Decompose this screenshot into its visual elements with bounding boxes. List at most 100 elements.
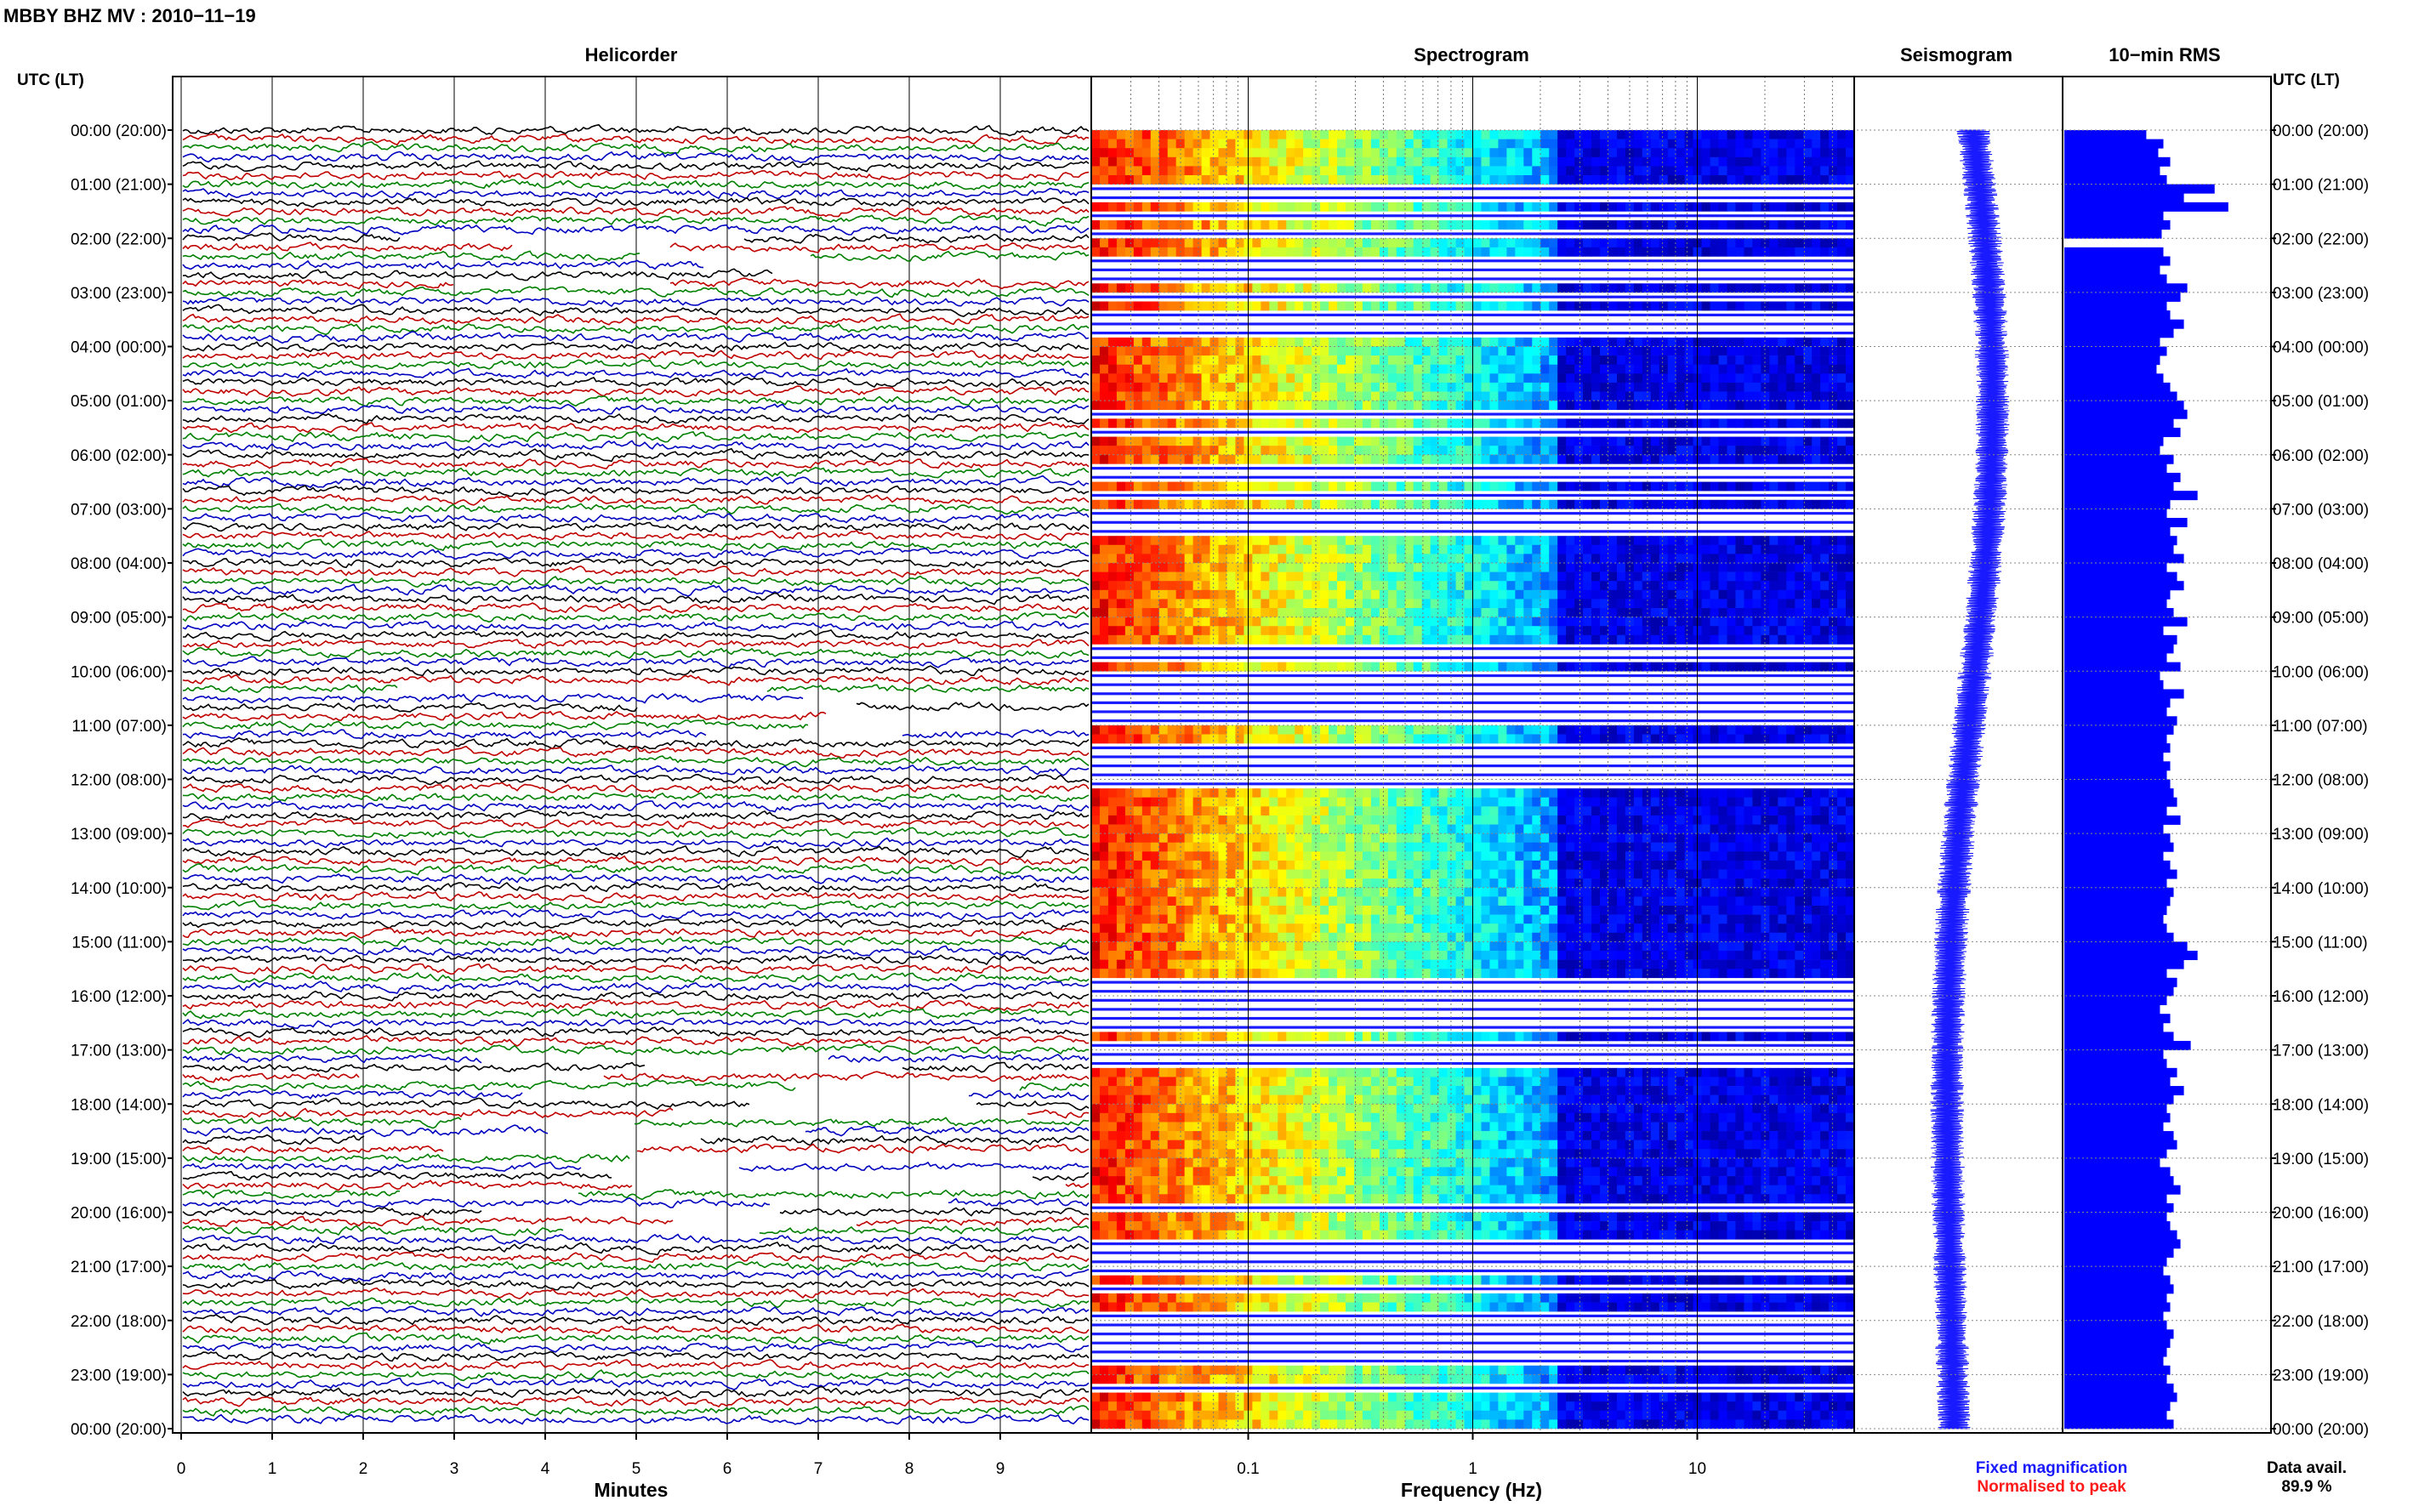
spectrogram-cell <box>1718 617 1728 627</box>
spectrogram-cell <box>1837 139 1847 149</box>
spectrogram-cell <box>1150 869 1160 879</box>
spectrogram-cell <box>1557 499 1567 509</box>
spectrogram-cell <box>1718 337 1728 347</box>
spectrogram-cell <box>1201 806 1211 816</box>
spectrogram-cell <box>1337 373 1346 384</box>
spectrogram-cell <box>1642 806 1652 816</box>
spectrogram-cell <box>1413 283 1423 293</box>
spectrogram-cell <box>1735 725 1745 735</box>
spectrogram-cell <box>1404 202 1414 212</box>
spectrogram-cell <box>1303 337 1312 347</box>
spectrogram-cell <box>1295 373 1304 384</box>
spectrogram-cell <box>1752 824 1762 834</box>
spectrogram-cell <box>1829 337 1838 347</box>
spectrogram-cell <box>1820 238 1830 248</box>
spectrogram-cell <box>1489 634 1499 645</box>
spectrogram-cell <box>1846 401 1855 411</box>
spectrogram-cell <box>1413 364 1423 374</box>
spectrogram-cell <box>1107 589 1118 600</box>
spectrogram-cell <box>1464 662 1474 672</box>
spectrogram-cell <box>1684 860 1694 870</box>
spectrogram-cell <box>1278 634 1287 645</box>
spectrogram-cell <box>1727 842 1737 852</box>
spectrogram-cell <box>1320 499 1329 509</box>
spectrogram-cell <box>1252 725 1261 735</box>
spectrogram-cell <box>1846 166 1855 176</box>
spectrogram-cell <box>1506 382 1516 392</box>
spectrogram-cell <box>1107 851 1118 861</box>
spectrogram-cell <box>1846 878 1855 889</box>
spectrogram-cell <box>1107 536 1118 546</box>
spectrogram-cell <box>1676 130 1686 139</box>
spectrogram-cell <box>1837 662 1847 672</box>
spectrogram-cell <box>1227 202 1237 212</box>
spectrogram-cell <box>1099 139 1109 149</box>
spectrogram-cell <box>1837 364 1847 374</box>
spectrogram-cell <box>1566 788 1575 799</box>
spectrogram-cell <box>1337 346 1346 356</box>
spectrogram-cell <box>1566 544 1575 554</box>
spectrogram-cell <box>1608 581 1618 591</box>
spectrogram-cell <box>1091 166 1101 176</box>
spectrogram-cell <box>1795 481 1804 492</box>
spectrogram-cell <box>1608 860 1618 870</box>
spectrogram-cell <box>1735 617 1745 627</box>
spectrogram-cell <box>1481 788 1491 799</box>
spectrogram-cell <box>1557 626 1567 636</box>
spectrogram-cell <box>1192 247 1203 257</box>
spectrogram-cell <box>1133 634 1143 645</box>
spectrogram-cell <box>1540 626 1550 636</box>
spectrogram-cell <box>1210 499 1220 509</box>
spectrogram-cell <box>1574 734 1584 744</box>
spectrogram-cell <box>1566 842 1575 852</box>
spectrogram-cell <box>1362 391 1372 401</box>
spectrogram-cell <box>1124 824 1135 834</box>
spectrogram-cell <box>1353 301 1363 311</box>
spectrogram-cell <box>1608 436 1618 446</box>
spectrogram-cell <box>1761 815 1770 825</box>
spectrogram-cell <box>1430 148 1440 158</box>
spectrogram-cell <box>1346 166 1355 176</box>
spectrogram-cell <box>1659 202 1669 212</box>
spectrogram-cell <box>1404 725 1414 735</box>
spectrogram-cell <box>1141 878 1152 889</box>
spectrogram-cell <box>1227 725 1237 735</box>
spectrogram-cell <box>1701 626 1711 636</box>
spectrogram-cell <box>1684 589 1694 600</box>
spectrogram-cell <box>1515 202 1524 212</box>
spectrogram-cell <box>1167 418 1177 429</box>
spectrogram-cell <box>1141 220 1152 230</box>
spectrogram-cell <box>1252 860 1261 870</box>
spectrogram-cell <box>1684 626 1694 636</box>
spectrogram-cell <box>1523 446 1533 456</box>
spectrogram-cell <box>1192 175 1203 185</box>
spectrogram-cell <box>1523 283 1533 293</box>
spectrogram-cell <box>1167 166 1177 176</box>
spectrogram-cell <box>1489 662 1499 672</box>
spectrogram-cell <box>1167 301 1177 311</box>
spectrogram-cell <box>1150 382 1160 392</box>
spectrogram-cell <box>1684 725 1694 735</box>
spectrogram-cell <box>1540 238 1550 248</box>
spectrogram-cell <box>1769 797 1779 807</box>
spectrogram-cell <box>1099 401 1109 411</box>
spectrogram-cell <box>1175 283 1186 293</box>
spectrogram-cell <box>1633 454 1643 464</box>
spectrogram-cell <box>1107 391 1118 401</box>
spectrogram-cell <box>1099 391 1109 401</box>
spectrogram-cell <box>1710 589 1720 600</box>
spectrogram-cell <box>1167 481 1177 492</box>
spectrogram-cell <box>1218 599 1228 609</box>
spectrogram-cell <box>1633 148 1643 158</box>
spectrogram-cell <box>1523 869 1533 879</box>
spectrogram-cell <box>1718 878 1728 889</box>
spectrogram-cell <box>1566 554 1575 564</box>
spectrogram-cell <box>1498 878 1507 889</box>
spectrogram-cell <box>1227 887 1237 897</box>
spectrogram-cell <box>1625 571 1635 582</box>
spectrogram-cell <box>1786 401 1796 411</box>
spectrogram-cell <box>1320 337 1329 347</box>
spectrogram-cell <box>1362 337 1372 347</box>
spectrogram-cell <box>1286 554 1295 564</box>
spectrogram-cell <box>1353 481 1363 492</box>
